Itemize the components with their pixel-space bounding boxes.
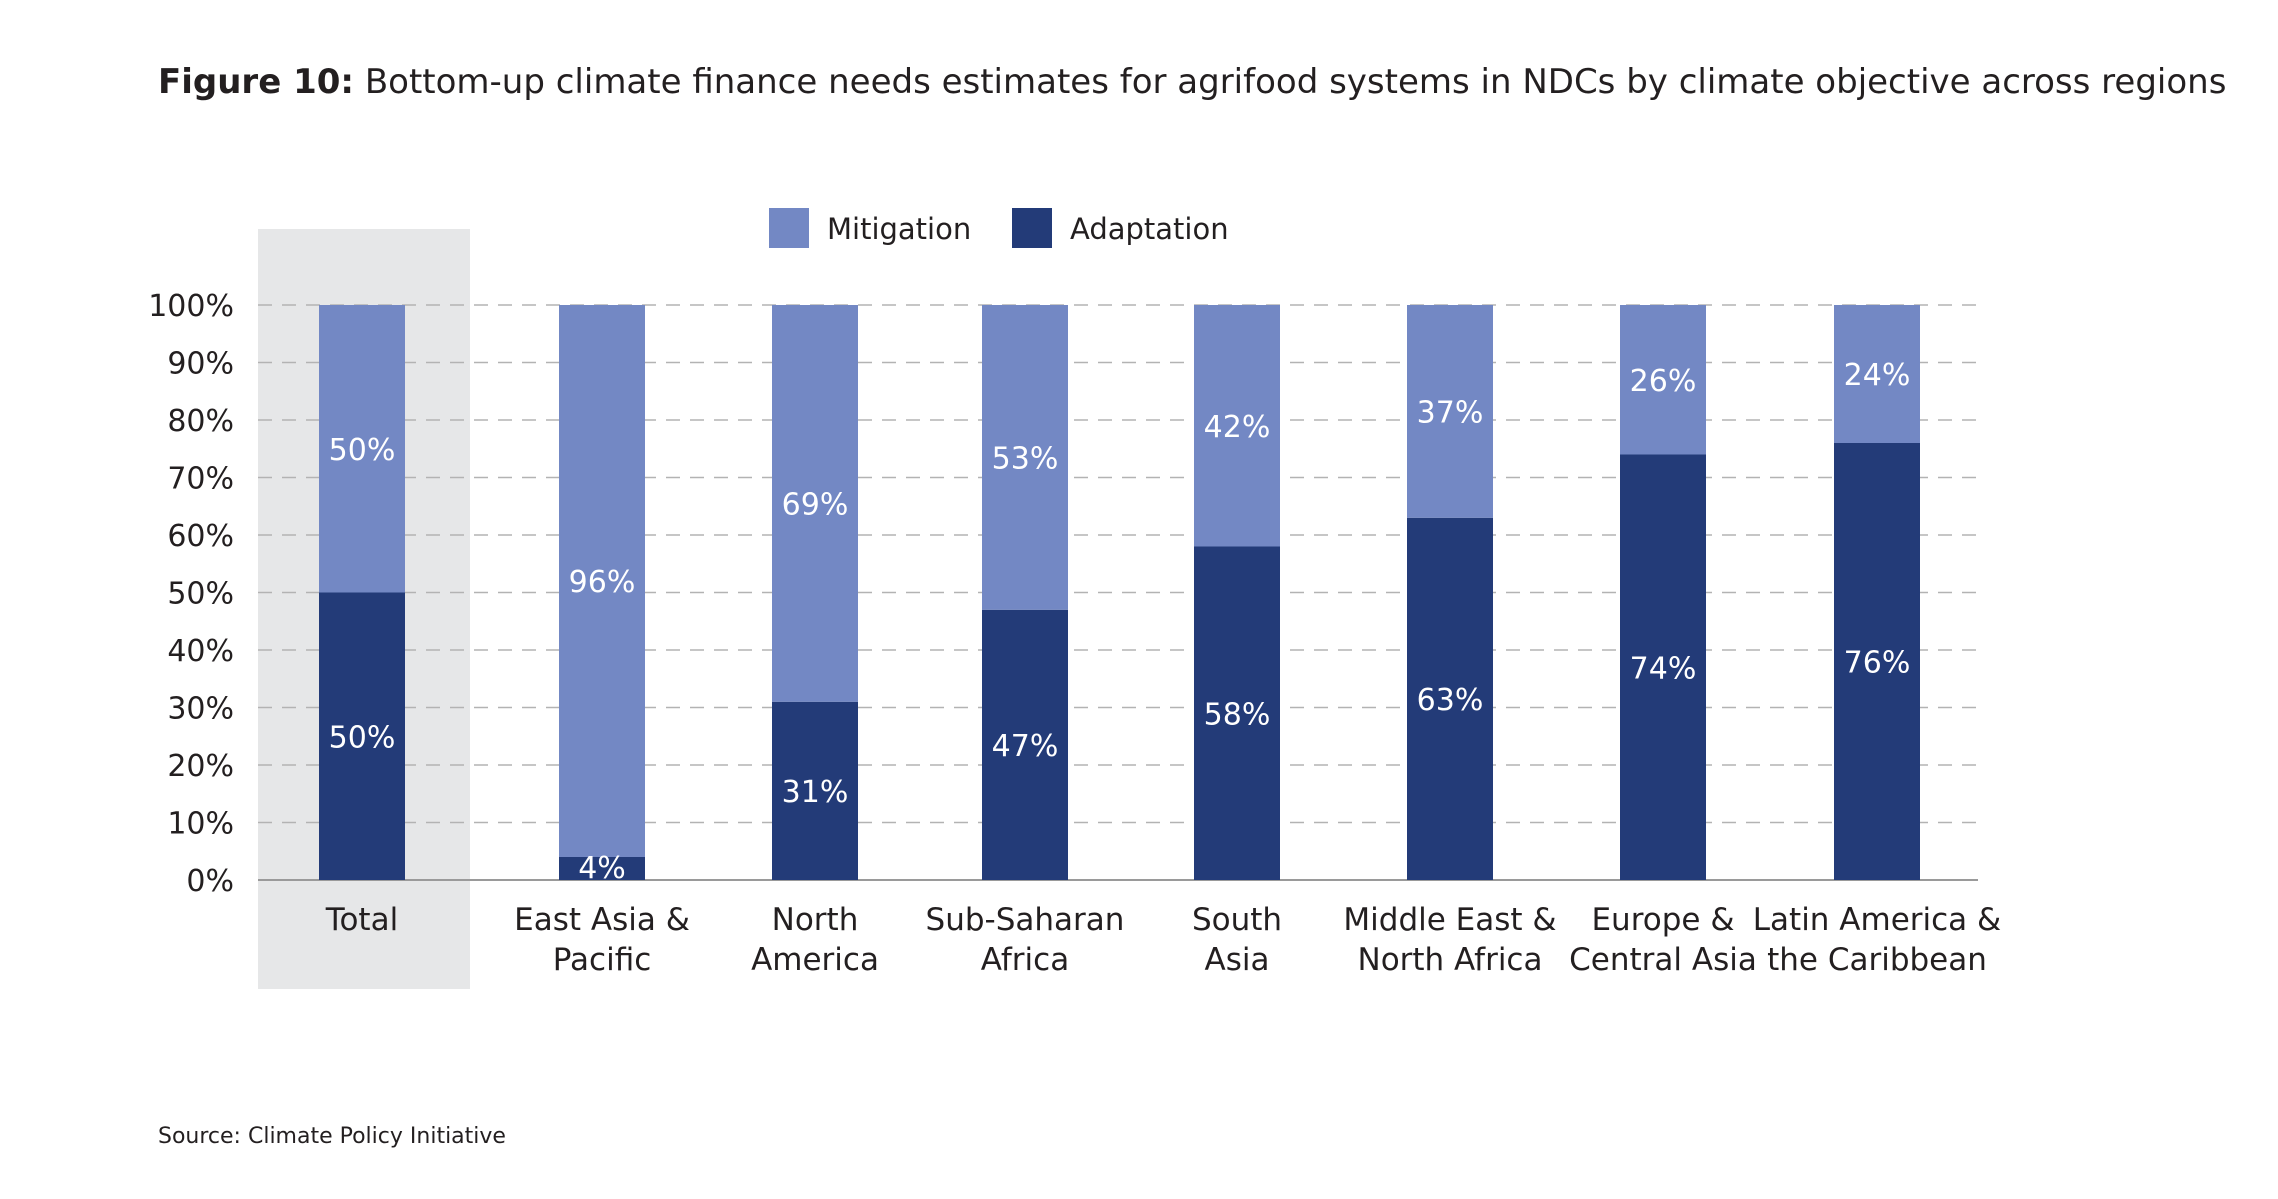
y-tick-label: 80% bbox=[167, 404, 234, 439]
x-category-label: Middle East & bbox=[1343, 902, 1556, 938]
y-tick-label: 30% bbox=[167, 692, 234, 727]
bar-mitigation bbox=[1194, 305, 1280, 547]
x-category-label: America bbox=[751, 942, 879, 978]
bar-mitigation bbox=[982, 305, 1068, 610]
y-tick-label: 50% bbox=[167, 577, 234, 612]
data-label-mitigation: 42% bbox=[1204, 410, 1271, 445]
data-label-adaptation: 4% bbox=[578, 851, 626, 886]
x-category-label: South bbox=[1192, 902, 1282, 938]
x-category-label: Latin America & bbox=[1753, 902, 2001, 938]
x-category-label: Pacific bbox=[553, 942, 652, 978]
bar-adaptation bbox=[1620, 454, 1706, 880]
bar-adaptation bbox=[559, 857, 645, 880]
data-label-mitigation: 24% bbox=[1844, 358, 1911, 393]
data-label-mitigation: 50% bbox=[329, 433, 396, 468]
y-tick-label: 40% bbox=[167, 634, 234, 669]
y-tick-label: 90% bbox=[167, 347, 234, 382]
y-tick-label: 20% bbox=[167, 749, 234, 784]
bar-adaptation bbox=[772, 701, 858, 880]
legend-label-adaptation: Adaptation bbox=[1070, 212, 1229, 246]
figure-title-text: Bottom-up climate finance needs estimate… bbox=[364, 62, 2227, 102]
bar-adaptation bbox=[319, 592, 405, 880]
data-label-mitigation: 96% bbox=[569, 565, 636, 600]
data-label-adaptation: 58% bbox=[1204, 697, 1271, 732]
data-label-mitigation: 69% bbox=[782, 487, 849, 522]
bar-mitigation bbox=[319, 305, 405, 593]
data-label-adaptation: 31% bbox=[782, 775, 849, 810]
legend-swatch-mitigation bbox=[769, 208, 809, 248]
x-category-label: Central Asia bbox=[1569, 942, 1757, 978]
x-category-label: Europe & bbox=[1591, 902, 1734, 938]
data-label-adaptation: 63% bbox=[1417, 683, 1484, 718]
x-category-label: the Caribbean bbox=[1767, 942, 1987, 978]
y-tick-label: 60% bbox=[167, 519, 234, 554]
y-tick-label: 70% bbox=[167, 462, 234, 497]
bar-mitigation bbox=[1407, 305, 1493, 518]
bar-adaptation bbox=[1194, 546, 1280, 880]
bar-adaptation bbox=[1407, 517, 1493, 880]
figure-label: Figure 10: bbox=[158, 62, 354, 102]
x-category-label: North bbox=[772, 902, 859, 938]
data-label-adaptation: 74% bbox=[1630, 651, 1697, 686]
data-label-mitigation: 26% bbox=[1630, 364, 1697, 399]
data-label-mitigation: 53% bbox=[992, 441, 1059, 476]
bar-mitigation bbox=[1620, 305, 1706, 455]
x-category-label: North Africa bbox=[1358, 942, 1543, 978]
data-label-mitigation: 37% bbox=[1417, 395, 1484, 430]
x-category-label: Sub-Saharan bbox=[926, 902, 1125, 938]
legend-swatch-adaptation bbox=[1012, 208, 1052, 248]
x-category-label: Total bbox=[325, 902, 398, 938]
bar-mitigation bbox=[772, 305, 858, 702]
y-tick-label: 10% bbox=[167, 807, 234, 842]
bar-mitigation bbox=[1834, 305, 1920, 443]
x-category-label: Asia bbox=[1205, 942, 1270, 978]
data-label-adaptation: 76% bbox=[1844, 646, 1911, 681]
data-label-adaptation: 47% bbox=[992, 729, 1059, 764]
x-category-label: East Asia & bbox=[514, 902, 690, 938]
bar-adaptation bbox=[982, 609, 1068, 880]
bar-mitigation bbox=[559, 305, 645, 857]
data-label-adaptation: 50% bbox=[329, 720, 396, 755]
x-category-label: Africa bbox=[981, 942, 1069, 978]
y-tick-label: 100% bbox=[148, 289, 234, 324]
y-tick-label: 0% bbox=[186, 864, 234, 899]
bar-adaptation bbox=[1834, 443, 1920, 880]
legend-label-mitigation: Mitigation bbox=[827, 212, 971, 246]
figure-title: Figure 10: Bottom-up climate finance nee… bbox=[158, 62, 2226, 102]
source-note: Source: Climate Policy Initiative bbox=[158, 1124, 506, 1149]
